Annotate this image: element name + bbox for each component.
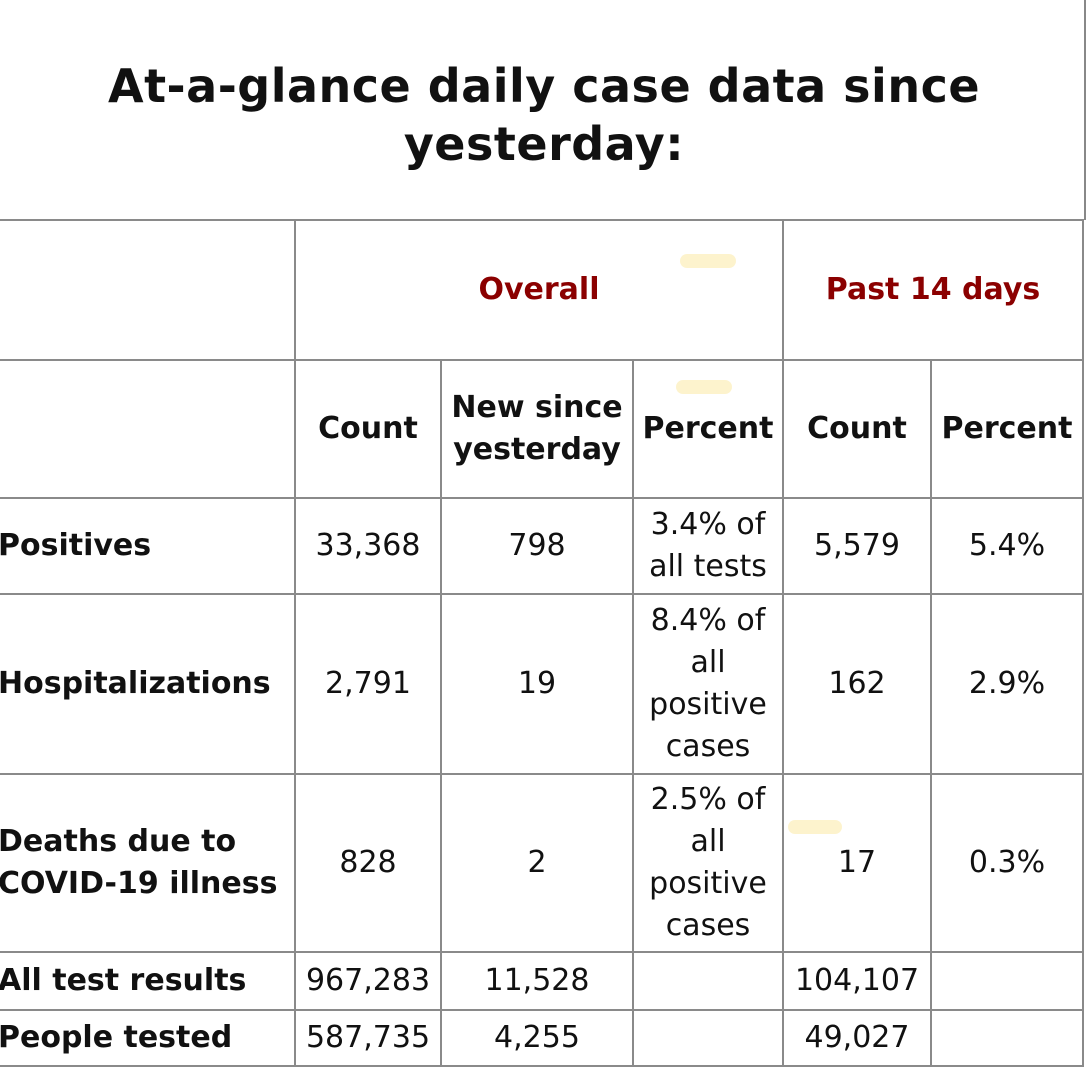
highlight-mark — [676, 380, 732, 394]
cell-count: 587,735 — [296, 1011, 442, 1067]
table-row: Deaths due to COVID-19 illness 828 2 2.5… — [0, 775, 1084, 953]
cell-percent-14: 0.3% — [932, 775, 1084, 953]
highlight-mark — [788, 820, 842, 834]
row-label: Positives — [0, 499, 296, 595]
col-header-percent: Percent — [634, 361, 784, 499]
column-header-row: Count New since yesterday Percent Count … — [0, 361, 1084, 499]
case-data-table: Overall Past 14 days Count New since yes… — [0, 219, 1084, 1067]
cell-count-14: 162 — [784, 595, 932, 775]
cell-percent: 3.4% of all tests — [634, 499, 784, 595]
row-label: People tested — [0, 1011, 296, 1067]
cell-new: 4,255 — [442, 1011, 634, 1067]
row-label: All test results — [0, 953, 296, 1011]
cell-count-14: 17 — [784, 775, 932, 953]
cell-percent — [634, 953, 784, 1011]
cell-percent-14 — [932, 953, 1084, 1011]
cell-new: 2 — [442, 775, 634, 953]
cell-percent-14: 5.4% — [932, 499, 1084, 595]
cell-percent: 8.4% of all positive cases — [634, 595, 784, 775]
corner-cell — [0, 221, 296, 361]
cell-percent-14 — [932, 1011, 1084, 1067]
cell-count-14: 5,579 — [784, 499, 932, 595]
highlight-mark — [680, 254, 736, 268]
col-header-percent-14: Percent — [932, 361, 1084, 499]
row-label: Hospitalizations — [0, 595, 296, 775]
page-title: At-a-glance daily case data since yester… — [107, 58, 981, 171]
page-edge-rule — [1084, 0, 1086, 220]
corner-cell — [0, 361, 296, 499]
cell-count: 2,791 — [296, 595, 442, 775]
cell-new: 19 — [442, 595, 634, 775]
cell-count: 33,368 — [296, 499, 442, 595]
col-header-count-14: Count — [784, 361, 932, 499]
cell-percent-14: 2.9% — [932, 595, 1084, 775]
row-label: Deaths due to COVID-19 illness — [0, 775, 296, 953]
table-row: All test results 967,283 11,528 104,107 — [0, 953, 1084, 1011]
cell-new: 11,528 — [442, 953, 634, 1011]
cell-percent: 2.5% of all positive cases — [634, 775, 784, 953]
cell-count: 967,283 — [296, 953, 442, 1011]
cell-count-14: 104,107 — [784, 953, 932, 1011]
col-header-count: Count — [296, 361, 442, 499]
col-header-new-since-yesterday: New since yesterday — [442, 361, 634, 499]
group-header-overall: Overall — [296, 221, 784, 361]
table-row: Hospitalizations 2,791 19 8.4% of all po… — [0, 595, 1084, 775]
group-header-row: Overall Past 14 days — [0, 221, 1084, 361]
cell-new: 798 — [442, 499, 634, 595]
cell-percent — [634, 1011, 784, 1067]
cell-count-14: 49,027 — [784, 1011, 932, 1067]
table-row: People tested 587,735 4,255 49,027 — [0, 1011, 1084, 1067]
group-header-past-14-days: Past 14 days — [784, 221, 1084, 361]
table-row: Positives 33,368 798 3.4% of all tests 5… — [0, 499, 1084, 595]
cell-count: 828 — [296, 775, 442, 953]
